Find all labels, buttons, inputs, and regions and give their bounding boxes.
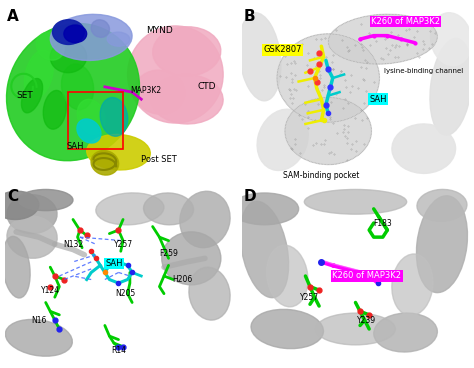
Text: D: D bbox=[244, 190, 256, 205]
Text: N16: N16 bbox=[31, 316, 46, 325]
Ellipse shape bbox=[7, 195, 57, 234]
Text: H206: H206 bbox=[172, 275, 192, 284]
Ellipse shape bbox=[128, 26, 223, 123]
Ellipse shape bbox=[257, 109, 308, 170]
Ellipse shape bbox=[240, 201, 289, 298]
Ellipse shape bbox=[189, 267, 230, 320]
Text: SAH: SAH bbox=[105, 259, 123, 268]
Ellipse shape bbox=[24, 50, 54, 99]
Text: Post SET: Post SET bbox=[141, 155, 177, 164]
Ellipse shape bbox=[417, 196, 467, 293]
Text: GSK2807: GSK2807 bbox=[264, 45, 302, 54]
Text: SAM-binding pocket: SAM-binding pocket bbox=[283, 171, 360, 180]
Text: SAH: SAH bbox=[370, 95, 387, 104]
Ellipse shape bbox=[7, 24, 139, 161]
Ellipse shape bbox=[180, 191, 230, 248]
Ellipse shape bbox=[392, 254, 433, 316]
Ellipse shape bbox=[162, 232, 221, 285]
Ellipse shape bbox=[43, 91, 66, 129]
Text: CTD: CTD bbox=[198, 82, 216, 91]
Ellipse shape bbox=[18, 190, 73, 210]
Ellipse shape bbox=[91, 151, 118, 175]
Text: SAH: SAH bbox=[66, 142, 84, 151]
Text: A: A bbox=[7, 9, 19, 24]
Ellipse shape bbox=[266, 245, 308, 307]
Ellipse shape bbox=[36, 32, 64, 60]
Text: MAP3K2: MAP3K2 bbox=[130, 86, 161, 95]
Text: N205: N205 bbox=[115, 289, 136, 298]
Ellipse shape bbox=[134, 70, 184, 114]
Text: R14: R14 bbox=[111, 346, 126, 355]
Ellipse shape bbox=[374, 313, 438, 352]
Ellipse shape bbox=[316, 313, 395, 345]
Ellipse shape bbox=[251, 309, 323, 348]
Text: F183: F183 bbox=[374, 219, 392, 227]
Text: K260 of MAP3K2: K260 of MAP3K2 bbox=[371, 17, 440, 26]
Ellipse shape bbox=[77, 99, 105, 134]
Ellipse shape bbox=[430, 38, 472, 135]
Text: SET: SET bbox=[16, 91, 33, 100]
Ellipse shape bbox=[77, 119, 101, 143]
Ellipse shape bbox=[430, 13, 472, 66]
Ellipse shape bbox=[7, 216, 57, 258]
Ellipse shape bbox=[304, 190, 407, 214]
Ellipse shape bbox=[96, 193, 164, 225]
Text: F259: F259 bbox=[159, 248, 178, 258]
Ellipse shape bbox=[2, 236, 30, 298]
Ellipse shape bbox=[53, 20, 84, 45]
Text: lysine-binding channel: lysine-binding channel bbox=[384, 68, 464, 74]
Ellipse shape bbox=[0, 191, 39, 219]
Ellipse shape bbox=[91, 20, 109, 37]
Ellipse shape bbox=[50, 14, 132, 60]
Ellipse shape bbox=[100, 98, 128, 136]
Ellipse shape bbox=[107, 32, 130, 46]
Text: N132: N132 bbox=[63, 240, 83, 249]
Text: B: B bbox=[244, 9, 255, 24]
Ellipse shape bbox=[417, 190, 467, 221]
Text: MYND: MYND bbox=[146, 26, 173, 35]
Ellipse shape bbox=[144, 193, 193, 225]
Ellipse shape bbox=[328, 14, 438, 64]
Text: Y257: Y257 bbox=[113, 240, 133, 249]
Text: C: C bbox=[7, 190, 18, 205]
Ellipse shape bbox=[392, 124, 456, 173]
Ellipse shape bbox=[230, 193, 299, 225]
Bar bbox=[68, 92, 123, 149]
Ellipse shape bbox=[150, 74, 223, 124]
Ellipse shape bbox=[285, 98, 372, 164]
Ellipse shape bbox=[50, 41, 87, 73]
Text: Y239: Y239 bbox=[357, 316, 376, 325]
Ellipse shape bbox=[5, 319, 73, 356]
Ellipse shape bbox=[62, 64, 94, 110]
Ellipse shape bbox=[239, 13, 281, 101]
Text: Y257: Y257 bbox=[301, 293, 319, 302]
Ellipse shape bbox=[87, 134, 150, 170]
Ellipse shape bbox=[277, 34, 379, 122]
Text: Y124: Y124 bbox=[41, 286, 60, 295]
Ellipse shape bbox=[64, 25, 87, 43]
Text: K260 of MAP3K2: K260 of MAP3K2 bbox=[332, 272, 401, 280]
Ellipse shape bbox=[21, 78, 43, 113]
Ellipse shape bbox=[153, 27, 221, 76]
